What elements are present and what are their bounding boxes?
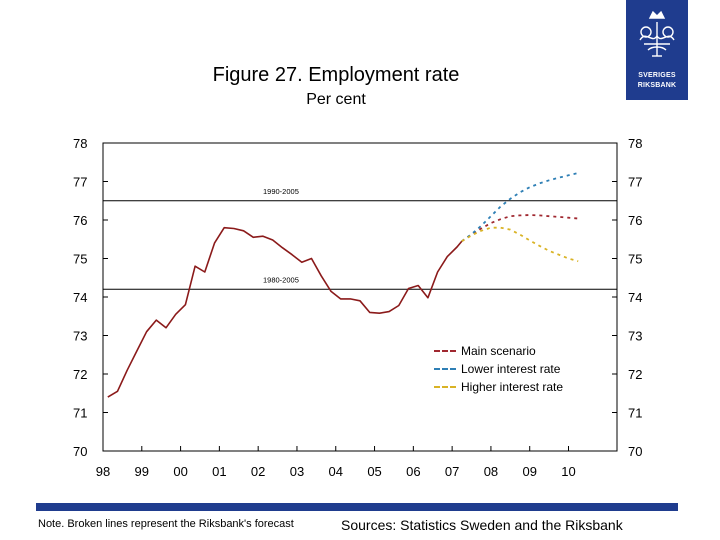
x-tick-label: 05 — [367, 464, 381, 479]
footer-note: Note. Broken lines represent the Riksban… — [38, 518, 294, 530]
x-tick-label: 99 — [135, 464, 149, 479]
legend-item-lower-interest-rate: Lower interest rate — [434, 361, 614, 379]
x-tick-label: 00 — [173, 464, 187, 479]
reference-line-label: 1980-2005 — [263, 275, 299, 284]
legend-swatch-higher-interest-rate — [434, 386, 456, 388]
series-line-outcome — [107, 226, 463, 398]
plot-frame — [102, 142, 618, 452]
series-line-lower-interest-rate — [461, 172, 579, 242]
y-tick-label-left: 76 — [73, 213, 87, 228]
footer-bar — [36, 503, 678, 511]
legend-label-higher-interest-rate: Higher interest rate — [461, 380, 564, 394]
legend-item-main-scenario: Main scenario — [434, 343, 614, 361]
x-tick-label: 01 — [212, 464, 226, 479]
x-tick-label: 02 — [251, 464, 265, 479]
x-tick-label: 09 — [522, 464, 536, 479]
crown-emblem-icon — [639, 10, 675, 57]
series-line-higher-interest-rate — [461, 226, 579, 263]
y-tick-label-right: 76 — [628, 213, 642, 228]
chart-legend: Main scenario Lower interest rate Higher… — [434, 343, 614, 397]
legend-label-main-scenario: Main scenario — [461, 344, 536, 358]
riksbank-logo: SVERIGES RIKSBANK — [626, 0, 688, 100]
footer-sources: Sources: Statistics Sweden and the Riksb… — [341, 517, 623, 533]
series-line-main-scenario — [461, 214, 579, 242]
y-tick-label-left: 74 — [73, 290, 87, 305]
y-tick-label-left: 70 — [73, 444, 87, 459]
y-tick-label-left: 72 — [73, 367, 87, 382]
x-tick-label: 98 — [96, 464, 110, 479]
legend-swatch-main-scenario — [434, 350, 456, 352]
y-tick-label-right: 74 — [628, 290, 642, 305]
y-tick-label-right: 77 — [628, 175, 642, 190]
chart-title: Figure 27. Employment rate — [212, 64, 460, 86]
reference-line-label: 1990-2005 — [263, 187, 299, 196]
x-tick-label: 08 — [484, 464, 498, 479]
y-tick-label-right: 73 — [628, 329, 642, 344]
y-tick-label-right: 75 — [628, 252, 642, 267]
legend-swatch-lower-interest-rate — [434, 368, 456, 370]
x-tick-label: 04 — [329, 464, 343, 479]
y-tick-label-right: 71 — [628, 406, 642, 421]
logo-text-line2: RIKSBANK — [637, 82, 677, 89]
legend-item-higher-interest-rate: Higher interest rate — [434, 379, 614, 397]
y-tick-label-left: 75 — [73, 252, 87, 267]
legend-label-lower-interest-rate: Lower interest rate — [461, 362, 561, 376]
y-tick-label-right: 78 — [628, 136, 642, 151]
chart-subtitle: Per cent — [306, 91, 366, 108]
x-tick-label: 10 — [561, 464, 575, 479]
x-tick-label: 06 — [406, 464, 420, 479]
logo-text-line1: SVERIGES — [638, 72, 676, 79]
y-tick-label-left: 71 — [73, 406, 87, 421]
y-tick-label-left: 78 — [73, 136, 87, 151]
x-tick-label: 07 — [445, 464, 459, 479]
y-tick-label-right: 72 — [628, 367, 642, 382]
x-tick-label: 03 — [290, 464, 304, 479]
y-tick-label-left: 73 — [73, 329, 87, 344]
y-tick-label-right: 70 — [628, 444, 642, 459]
y-tick-label-left: 77 — [73, 175, 87, 190]
